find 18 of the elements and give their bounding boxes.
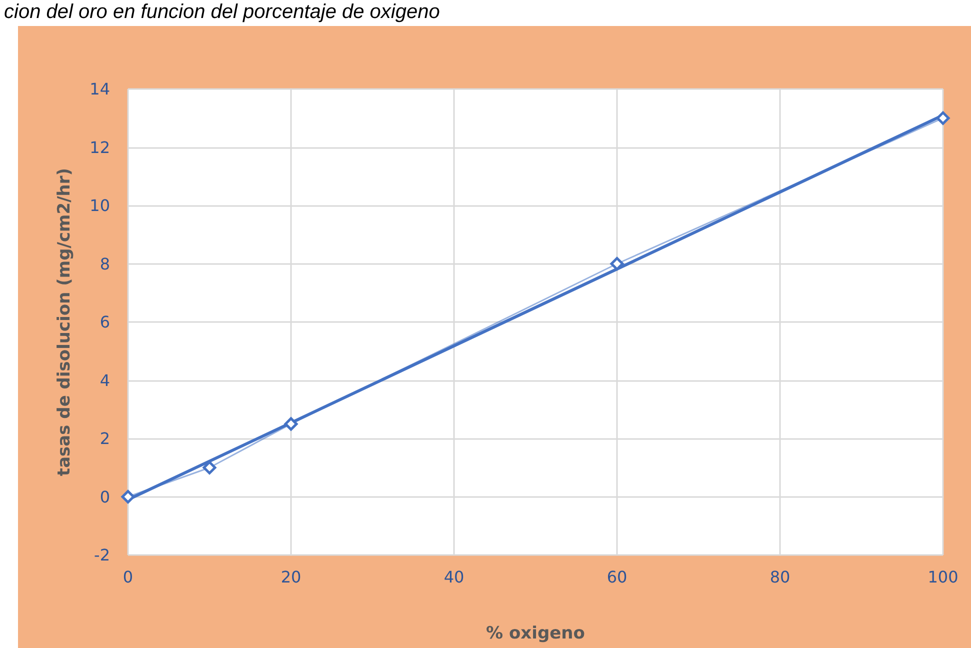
x-tick-label: 40 — [444, 568, 464, 586]
y-tick-label: 8 — [100, 254, 110, 274]
x-tick-label: 80 — [770, 568, 790, 586]
x-axis-title: % oxigeno — [486, 624, 585, 644]
y-tick-label: 10 — [90, 196, 110, 215]
chart-title: cion del oro en funcion del porcentaje de oxigeno — [4, 0, 440, 24]
x-tick-label: 100 — [928, 568, 958, 586]
y-tick-label: 2 — [100, 429, 110, 448]
x-tick-label: 60 — [606, 568, 628, 586]
x-tick-label: 20 — [280, 568, 302, 586]
y-tick-label: 0 — [100, 487, 110, 506]
y-tick-label: -2 — [94, 546, 110, 564]
x-tick-label: 0 — [122, 568, 134, 586]
y-tick-label: 6 — [100, 312, 110, 332]
y-axis-title: tasas de disolucion (mg/cm2/hr) — [54, 168, 74, 476]
y-tick-label: 14 — [90, 80, 110, 98]
y-tick-label: 4 — [100, 370, 110, 390]
y-tick-label: 12 — [90, 138, 110, 157]
